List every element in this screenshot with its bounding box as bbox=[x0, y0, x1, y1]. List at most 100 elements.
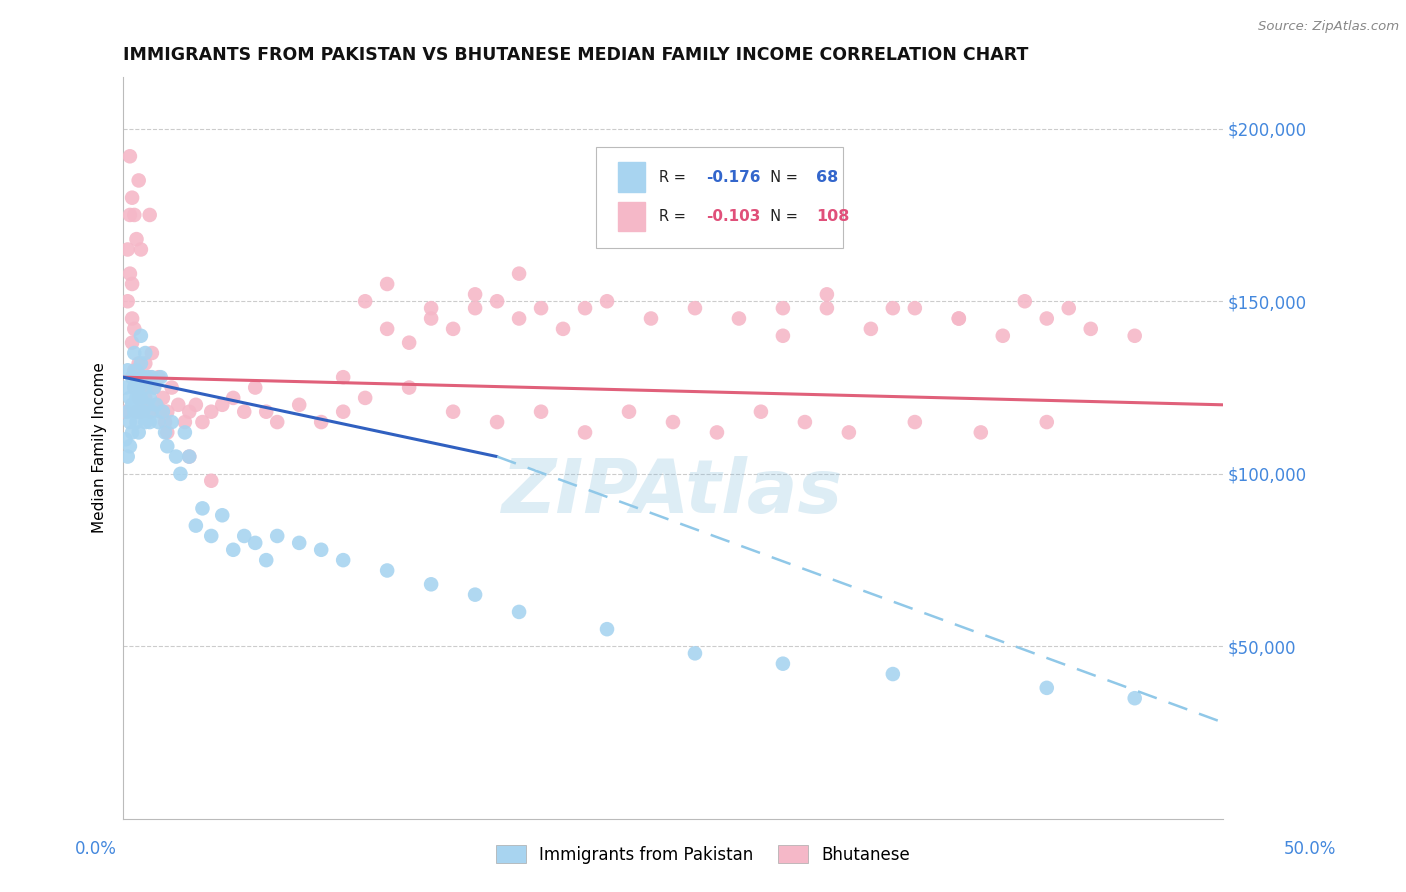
Point bbox=[245, 380, 267, 394]
Point bbox=[129, 405, 152, 419]
Point bbox=[254, 405, 277, 419]
Point bbox=[266, 529, 288, 543]
Point bbox=[118, 208, 141, 222]
Point bbox=[156, 405, 179, 419]
Point bbox=[169, 467, 191, 481]
Point bbox=[124, 380, 146, 394]
Point bbox=[354, 391, 377, 405]
Point bbox=[173, 425, 195, 440]
Point bbox=[179, 450, 201, 464]
Point bbox=[121, 191, 143, 205]
Point bbox=[245, 536, 267, 550]
Point bbox=[254, 553, 277, 567]
Point bbox=[179, 450, 201, 464]
Point bbox=[683, 646, 706, 660]
Point bbox=[904, 415, 927, 429]
Point bbox=[508, 311, 530, 326]
Point bbox=[141, 370, 163, 384]
Point bbox=[222, 542, 245, 557]
Text: -0.176: -0.176 bbox=[706, 169, 761, 185]
Point bbox=[662, 415, 685, 429]
Point bbox=[332, 370, 354, 384]
Text: N =: N = bbox=[761, 209, 803, 224]
Point bbox=[233, 405, 256, 419]
Point bbox=[574, 301, 596, 315]
Point bbox=[134, 391, 156, 405]
Point bbox=[134, 415, 156, 429]
Point bbox=[129, 380, 152, 394]
Point bbox=[375, 564, 398, 578]
Point bbox=[118, 391, 141, 405]
Point bbox=[153, 415, 176, 429]
Point bbox=[211, 508, 233, 523]
Point bbox=[683, 301, 706, 315]
Point bbox=[152, 405, 174, 419]
Point bbox=[149, 405, 172, 419]
Point bbox=[464, 588, 486, 602]
Point bbox=[117, 294, 139, 309]
Point bbox=[332, 553, 354, 567]
Point bbox=[138, 391, 160, 405]
Text: -0.103: -0.103 bbox=[706, 209, 761, 224]
Text: IMMIGRANTS FROM PAKISTAN VS BHUTANESE MEDIAN FAMILY INCOME CORRELATION CHART: IMMIGRANTS FROM PAKISTAN VS BHUTANESE ME… bbox=[124, 46, 1029, 64]
Point bbox=[117, 450, 139, 464]
Point bbox=[441, 405, 464, 419]
Point bbox=[551, 322, 574, 336]
Point bbox=[156, 425, 179, 440]
Point bbox=[486, 294, 509, 309]
Point bbox=[156, 439, 179, 453]
Point bbox=[114, 380, 136, 394]
Text: N =: N = bbox=[761, 169, 803, 185]
Legend: Immigrants from Pakistan, Bhutanese: Immigrants from Pakistan, Bhutanese bbox=[489, 838, 917, 871]
Point bbox=[129, 328, 152, 343]
Point bbox=[143, 380, 166, 394]
Point bbox=[375, 322, 398, 336]
Point bbox=[508, 267, 530, 281]
Point bbox=[904, 301, 927, 315]
Point bbox=[815, 301, 838, 315]
Point bbox=[793, 415, 815, 429]
Point bbox=[420, 301, 443, 315]
Point bbox=[948, 311, 970, 326]
Point bbox=[420, 577, 443, 591]
Point bbox=[138, 415, 160, 429]
Point bbox=[838, 425, 860, 440]
Point bbox=[132, 370, 155, 384]
Point bbox=[124, 322, 146, 336]
Point bbox=[354, 294, 377, 309]
Point bbox=[882, 301, 904, 315]
Point bbox=[148, 415, 170, 429]
Point bbox=[125, 370, 148, 384]
Point bbox=[332, 405, 354, 419]
Point bbox=[128, 380, 150, 394]
Point bbox=[160, 415, 183, 429]
Point bbox=[1035, 415, 1057, 429]
Point bbox=[772, 301, 794, 315]
Point bbox=[375, 277, 398, 291]
Point bbox=[129, 243, 152, 257]
Point bbox=[211, 398, 233, 412]
Point bbox=[596, 622, 619, 636]
Point bbox=[640, 311, 662, 326]
Point bbox=[138, 405, 160, 419]
FancyBboxPatch shape bbox=[596, 147, 844, 248]
Point bbox=[179, 405, 201, 419]
Point bbox=[1057, 301, 1080, 315]
Y-axis label: Median Family Income: Median Family Income bbox=[93, 362, 107, 533]
Point bbox=[124, 405, 146, 419]
Point bbox=[125, 405, 148, 419]
Point bbox=[288, 536, 311, 550]
Point bbox=[124, 208, 146, 222]
Point bbox=[200, 474, 222, 488]
Point bbox=[165, 450, 187, 464]
Point bbox=[136, 380, 159, 394]
Point bbox=[121, 335, 143, 350]
Point bbox=[118, 267, 141, 281]
Point bbox=[121, 311, 143, 326]
Point bbox=[128, 425, 150, 440]
Point bbox=[617, 405, 640, 419]
Point bbox=[815, 287, 838, 301]
Point bbox=[1123, 328, 1146, 343]
Text: ZIPAtlas: ZIPAtlas bbox=[502, 456, 844, 529]
Bar bbox=[619, 162, 645, 192]
